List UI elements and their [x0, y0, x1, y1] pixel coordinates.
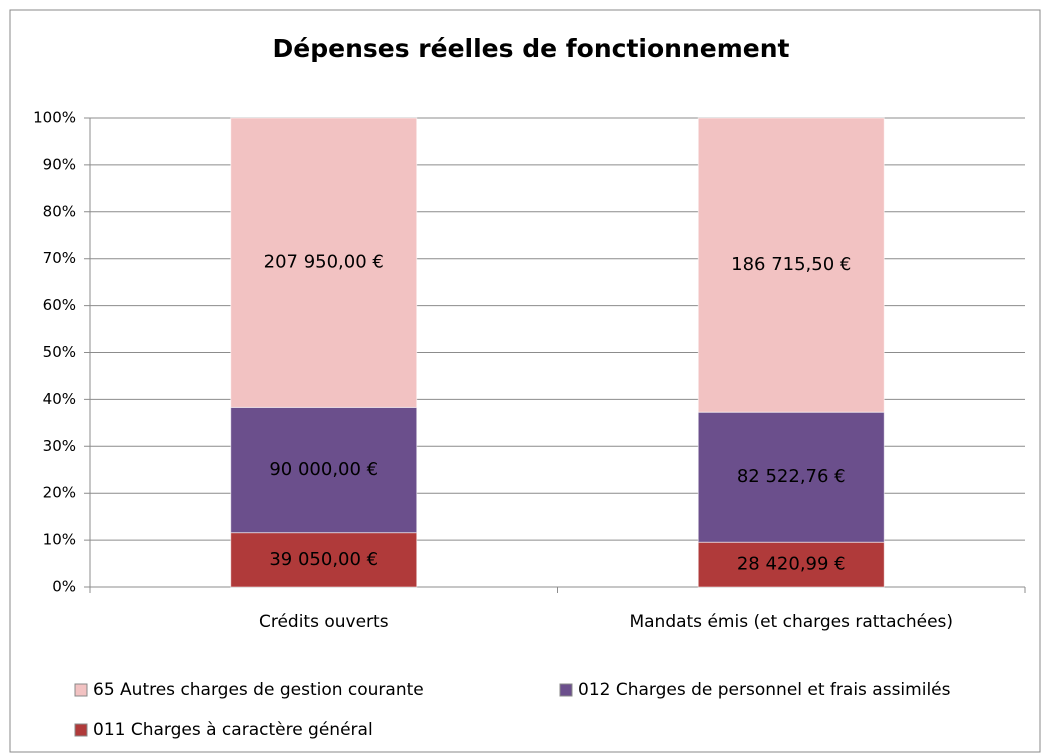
y-tick-label: 50% — [43, 343, 76, 361]
y-tick-label: 10% — [43, 531, 76, 549]
data-label: 207 950,00 € — [264, 252, 384, 273]
y-tick-label: 70% — [43, 249, 76, 267]
legend-label: 65 Autres charges de gestion courante — [93, 680, 424, 700]
legend-swatch — [559, 683, 573, 697]
y-tick-label: 40% — [43, 390, 76, 408]
bar-segment — [230, 532, 418, 588]
chart-title: Dépenses réelles de fonctionnement — [273, 34, 790, 63]
legend-swatch — [74, 723, 88, 737]
data-label: 82 522,76 € — [737, 466, 846, 487]
y-tick-label: 80% — [43, 202, 76, 220]
bar-segment — [230, 406, 418, 534]
chart-frame — [9, 9, 1041, 753]
x-tick-label: Crédits ouverts — [259, 612, 389, 632]
bar-segment — [230, 117, 418, 408]
bar-segment — [697, 411, 885, 543]
y-tick-label: 60% — [43, 296, 76, 314]
y-tick-label: 100% — [33, 109, 76, 127]
legend-label: 012 Charges de personnel et frais assimi… — [578, 680, 951, 700]
bar-segment — [697, 541, 885, 588]
y-tick-label: 90% — [43, 155, 76, 173]
data-label: 90 000,00 € — [269, 459, 378, 480]
legend-label: 011 Charges à caractère général — [93, 720, 373, 740]
bar-segment — [697, 117, 885, 413]
data-label: 28 420,99 € — [737, 554, 846, 575]
y-tick-label: 30% — [43, 437, 76, 455]
y-tick-label: 20% — [43, 484, 76, 502]
x-tick-label: Mandats émis (et charges rattachées) — [629, 612, 953, 632]
data-label: 186 715,50 € — [731, 254, 851, 275]
data-label: 39 050,00 € — [269, 549, 378, 570]
legend-swatch — [74, 683, 88, 697]
y-tick-label: 0% — [52, 578, 76, 596]
